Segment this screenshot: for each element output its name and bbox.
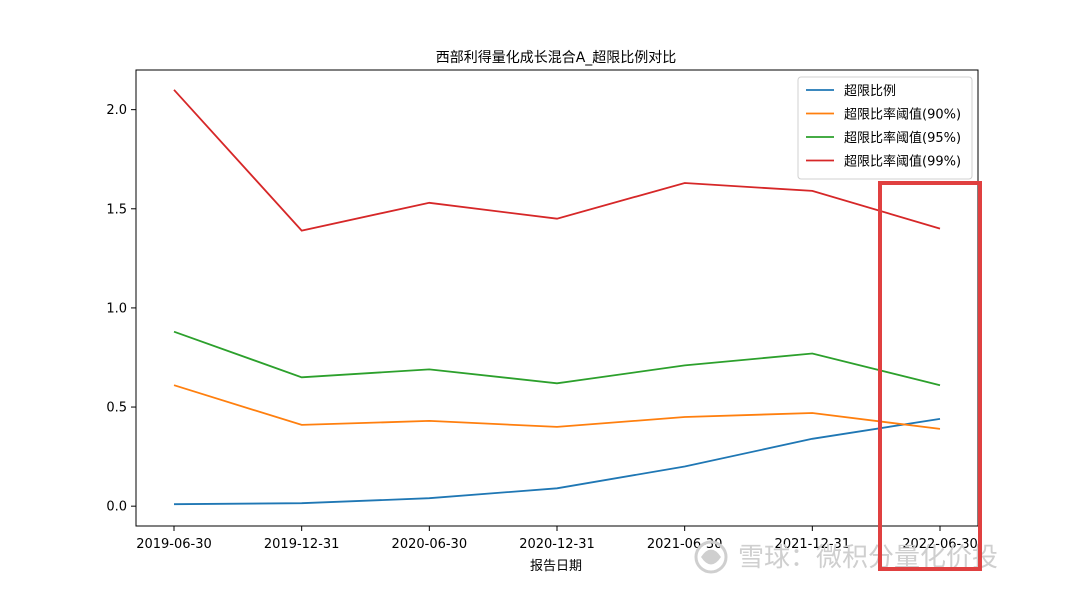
series-line-2 — [173, 330, 941, 387]
x-tick-label: 2019-06-30 — [136, 537, 212, 552]
series-line-3 — [173, 89, 941, 232]
x-tick-label: 2022-06-30 — [902, 537, 978, 552]
y-tick-label: 1.5 — [106, 202, 127, 217]
chart-title: 西部利得量化成长混合A_超限比例对比 — [436, 49, 677, 66]
x-tick-label: 2020-06-30 — [392, 537, 468, 552]
legend-label: 超限比例 — [844, 84, 896, 99]
y-tick-label: 1.0 — [106, 301, 127, 316]
series-lines — [173, 89, 941, 506]
legend-label: 超限比率阈值(99%) — [844, 154, 961, 170]
x-axis-label: 报告日期 — [530, 559, 582, 574]
y-tick-label: 2.0 — [106, 103, 127, 118]
x-tick-label: 2020-12-31 — [519, 537, 595, 552]
legend-label: 超限比率阈值(95%) — [844, 130, 961, 146]
x-tick-label: 2021-06-30 — [647, 537, 723, 552]
watermark-logo — [694, 540, 728, 574]
highlight-box — [878, 181, 982, 571]
series-line-1 — [173, 384, 941, 430]
x-tick-label: 2019-12-31 — [264, 537, 340, 552]
x-tick-label: 2021-12-31 — [775, 537, 851, 552]
x-axis: 2019-06-30 2019-12-31 2020-06-30 2020-12-31… — [136, 526, 978, 552]
legend-box — [797, 76, 973, 180]
series-line-0 — [173, 418, 941, 506]
y-tick-label: 0.5 — [106, 401, 127, 416]
legend-label: 超限比率阈值(90%) — [844, 107, 961, 123]
y-tick-label: 0.0 — [106, 500, 127, 515]
y-axis: 0.0 0.5 1.0 1.5 2.0 — [106, 103, 136, 515]
